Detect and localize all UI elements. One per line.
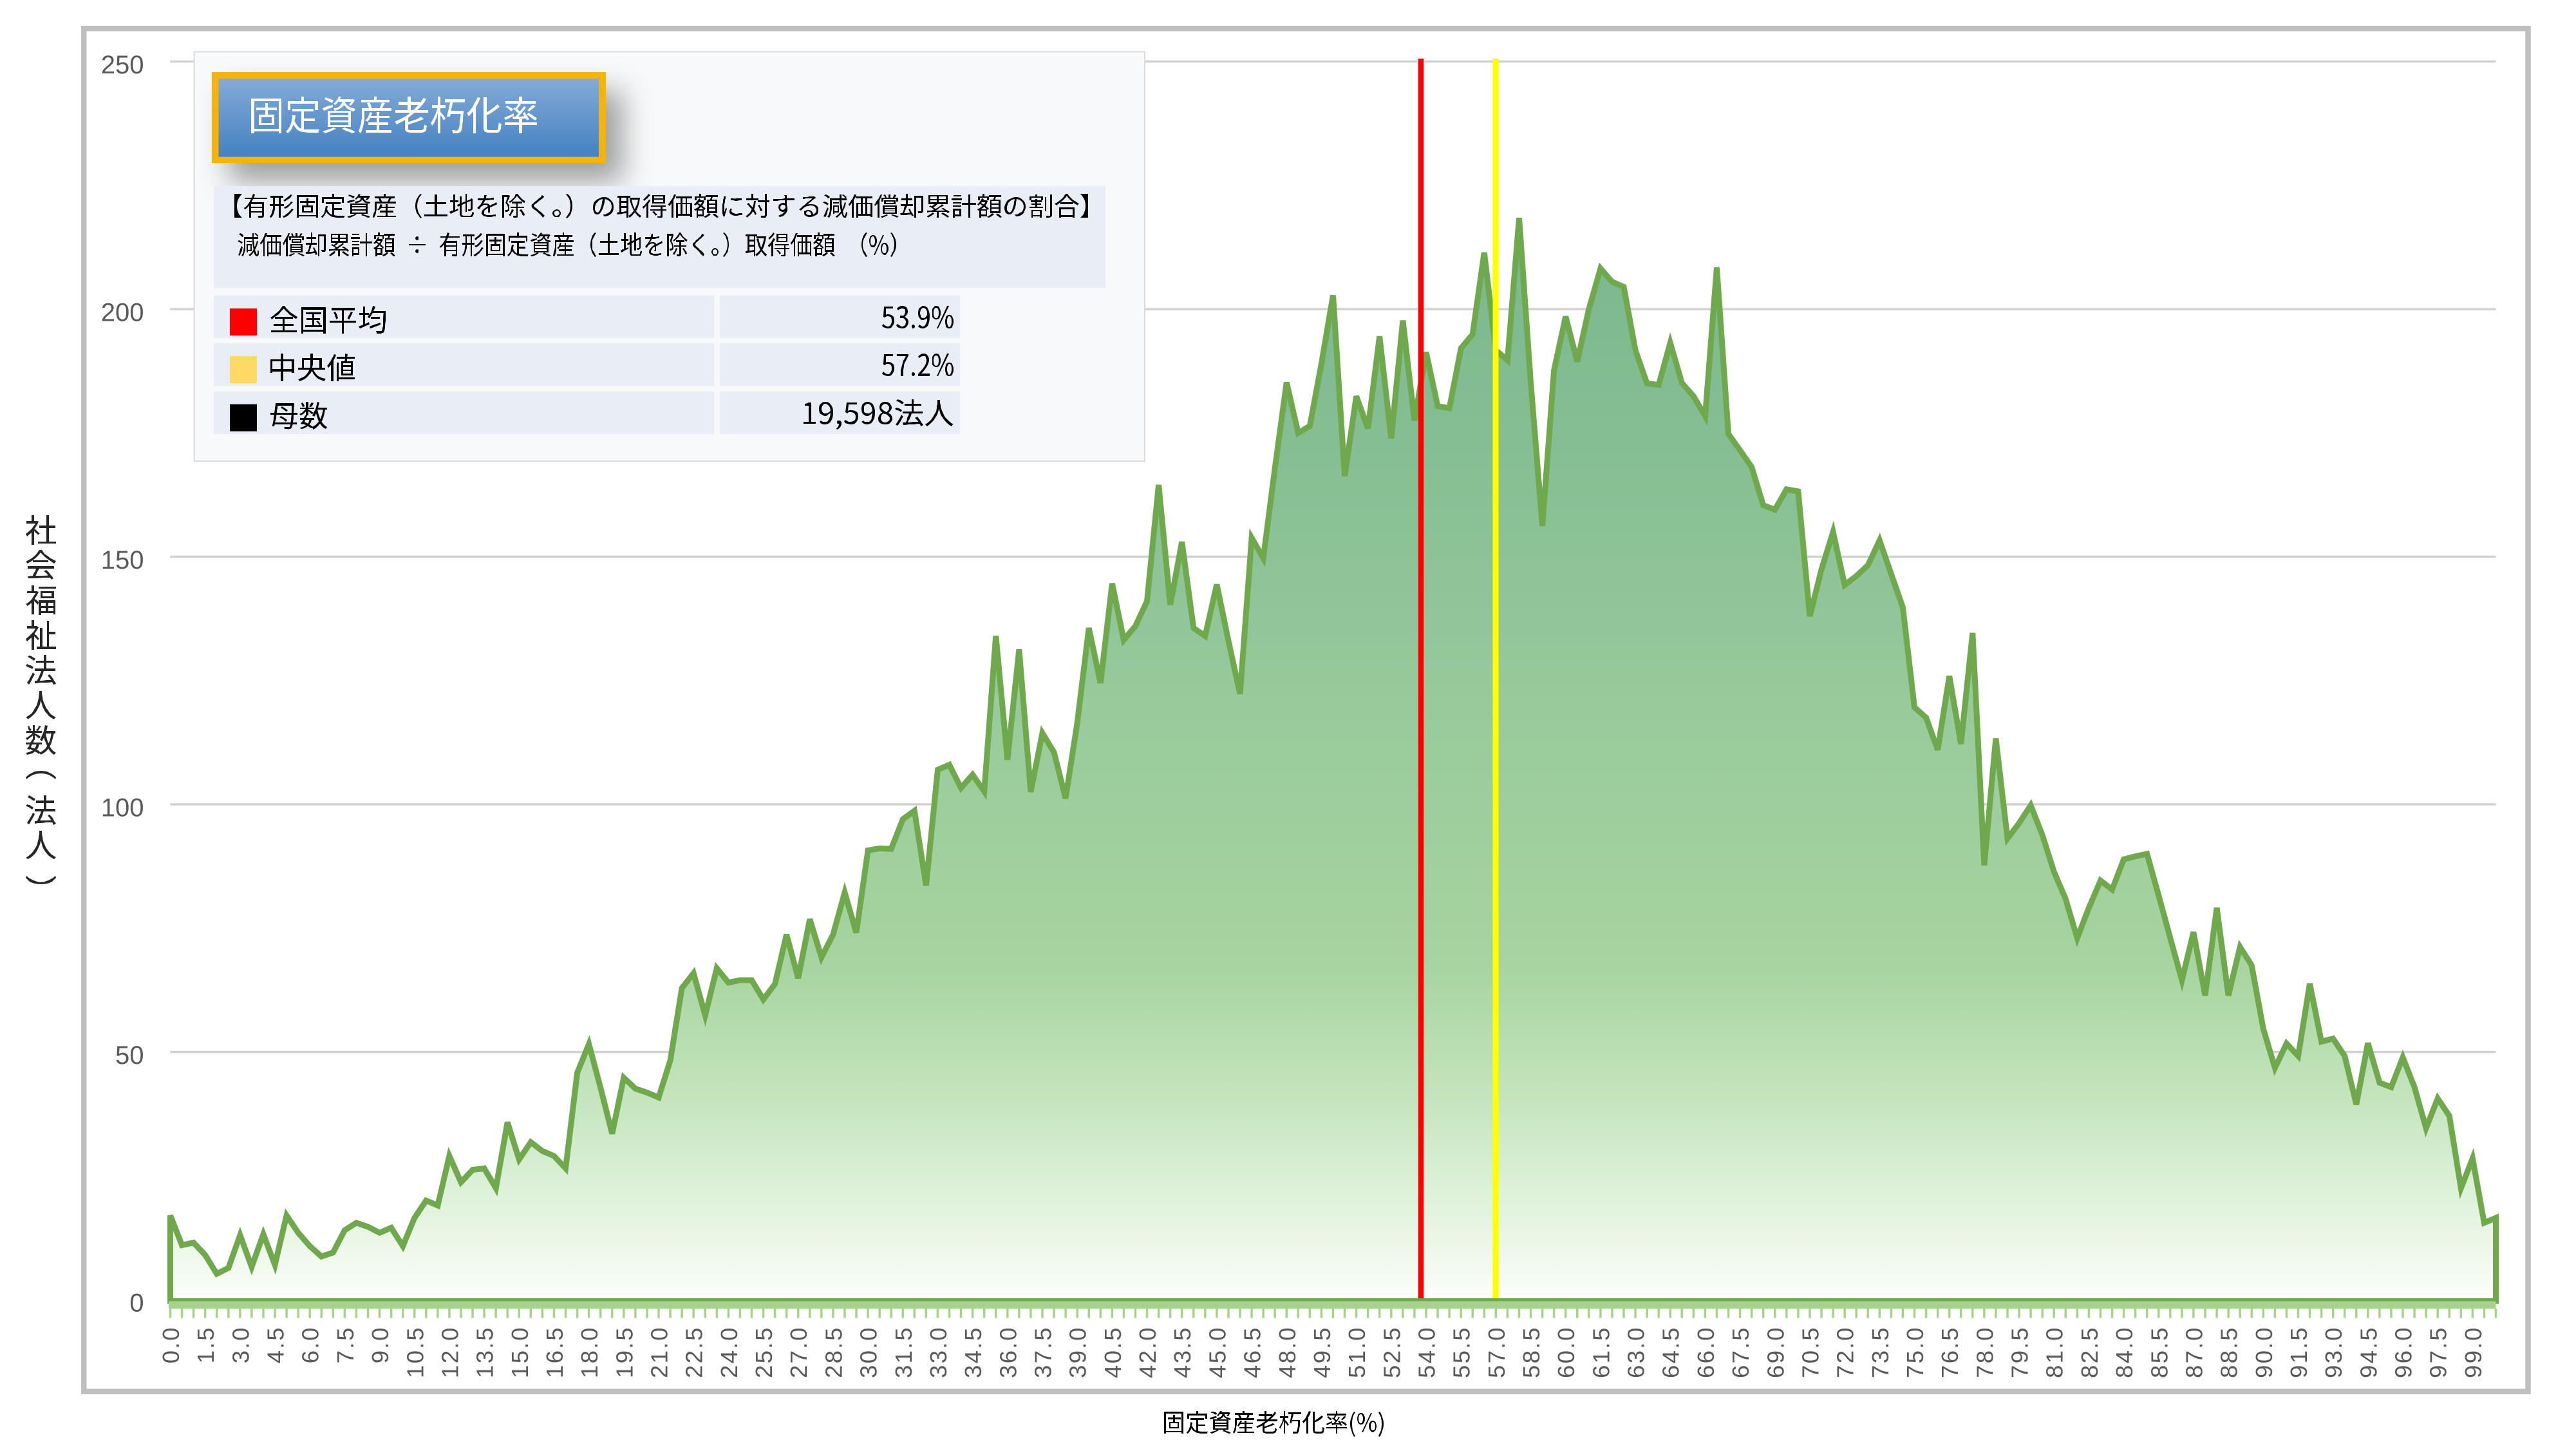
svg-text:27.0: 27.0 [785,1326,812,1378]
svg-text:1.5: 1.5 [193,1326,219,1363]
svg-text:75.0: 75.0 [1902,1326,1928,1378]
svg-text:81.0: 81.0 [2042,1326,2068,1378]
svg-text:6.0: 6.0 [297,1326,324,1363]
svg-text:54.0: 54.0 [1414,1326,1440,1378]
svg-text:49.5: 49.5 [1309,1326,1335,1378]
svg-text:30.0: 30.0 [856,1326,882,1378]
svg-text:12.0: 12.0 [437,1326,463,1378]
svg-text:97.5: 97.5 [2425,1326,2452,1378]
svg-text:3.0: 3.0 [227,1326,254,1363]
svg-text:58.5: 58.5 [1518,1326,1545,1378]
svg-text:82.5: 82.5 [2076,1326,2103,1378]
svg-text:24.0: 24.0 [716,1326,742,1378]
svg-text:52.5: 52.5 [1378,1326,1405,1378]
svg-text:69.0: 69.0 [1762,1326,1789,1378]
svg-text:45.0: 45.0 [1204,1326,1230,1378]
svg-text:88.5: 88.5 [2216,1326,2242,1378]
svg-text:73.5: 73.5 [1867,1326,1894,1378]
svg-text:36.0: 36.0 [995,1326,1021,1378]
svg-text:79.5: 79.5 [2007,1326,2033,1378]
svg-text:42.0: 42.0 [1134,1326,1161,1378]
svg-text:34.5: 34.5 [960,1326,986,1378]
svg-text:67.5: 67.5 [1727,1326,1754,1378]
svg-text:66.0: 66.0 [1693,1326,1719,1378]
svg-text:72.0: 72.0 [1832,1326,1859,1378]
svg-text:13.5: 13.5 [472,1326,498,1378]
svg-text:9.0: 9.0 [367,1326,393,1363]
svg-text:15.0: 15.0 [507,1326,533,1378]
svg-text:93.0: 93.0 [2320,1326,2347,1378]
svg-text:31.5: 31.5 [890,1326,917,1378]
svg-text:22.5: 22.5 [681,1326,708,1378]
svg-text:33.0: 33.0 [925,1326,952,1378]
svg-text:84.0: 84.0 [2111,1326,2138,1378]
svg-text:78.0: 78.0 [1971,1326,1998,1378]
svg-text:100: 100 [101,794,144,822]
svg-text:99.0: 99.0 [2460,1326,2487,1378]
svg-text:63.0: 63.0 [1623,1326,1650,1378]
svg-text:55.5: 55.5 [1449,1326,1475,1378]
svg-text:57.0: 57.0 [1483,1326,1510,1378]
svg-text:50: 50 [115,1041,144,1070]
svg-text:28.5: 28.5 [820,1326,847,1378]
svg-text:250: 250 [101,51,144,79]
svg-text:7.5: 7.5 [332,1326,359,1363]
svg-text:96.0: 96.0 [2391,1326,2417,1378]
svg-text:76.5: 76.5 [1937,1326,1963,1378]
svg-text:91.5: 91.5 [2286,1326,2312,1378]
svg-text:0: 0 [129,1289,144,1318]
svg-text:48.0: 48.0 [1274,1326,1301,1378]
svg-text:87.0: 87.0 [2181,1326,2207,1378]
svg-text:25.5: 25.5 [751,1326,777,1378]
svg-text:90.0: 90.0 [2251,1326,2277,1378]
svg-text:60.0: 60.0 [1553,1326,1579,1378]
svg-text:70.5: 70.5 [1798,1326,1824,1378]
svg-text:43.5: 43.5 [1169,1326,1196,1378]
svg-text:39.0: 39.0 [1065,1326,1091,1378]
svg-text:18.0: 18.0 [576,1326,603,1378]
svg-text:37.5: 37.5 [1030,1326,1057,1378]
svg-text:150: 150 [101,546,144,574]
svg-text:0.0: 0.0 [158,1326,184,1363]
svg-text:19.5: 19.5 [611,1326,637,1378]
svg-text:61.5: 61.5 [1588,1326,1614,1378]
svg-text:10.5: 10.5 [402,1326,428,1378]
svg-text:16.5: 16.5 [541,1326,568,1378]
svg-text:94.5: 94.5 [2355,1326,2382,1378]
svg-text:200: 200 [101,299,144,327]
svg-text:40.5: 40.5 [1100,1326,1126,1378]
svg-text:4.5: 4.5 [263,1326,289,1363]
svg-text:85.5: 85.5 [2146,1326,2172,1378]
svg-text:64.5: 64.5 [1658,1326,1684,1378]
svg-text:21.0: 21.0 [646,1326,673,1378]
svg-text:51.0: 51.0 [1344,1326,1370,1378]
svg-text:46.5: 46.5 [1239,1326,1266,1378]
